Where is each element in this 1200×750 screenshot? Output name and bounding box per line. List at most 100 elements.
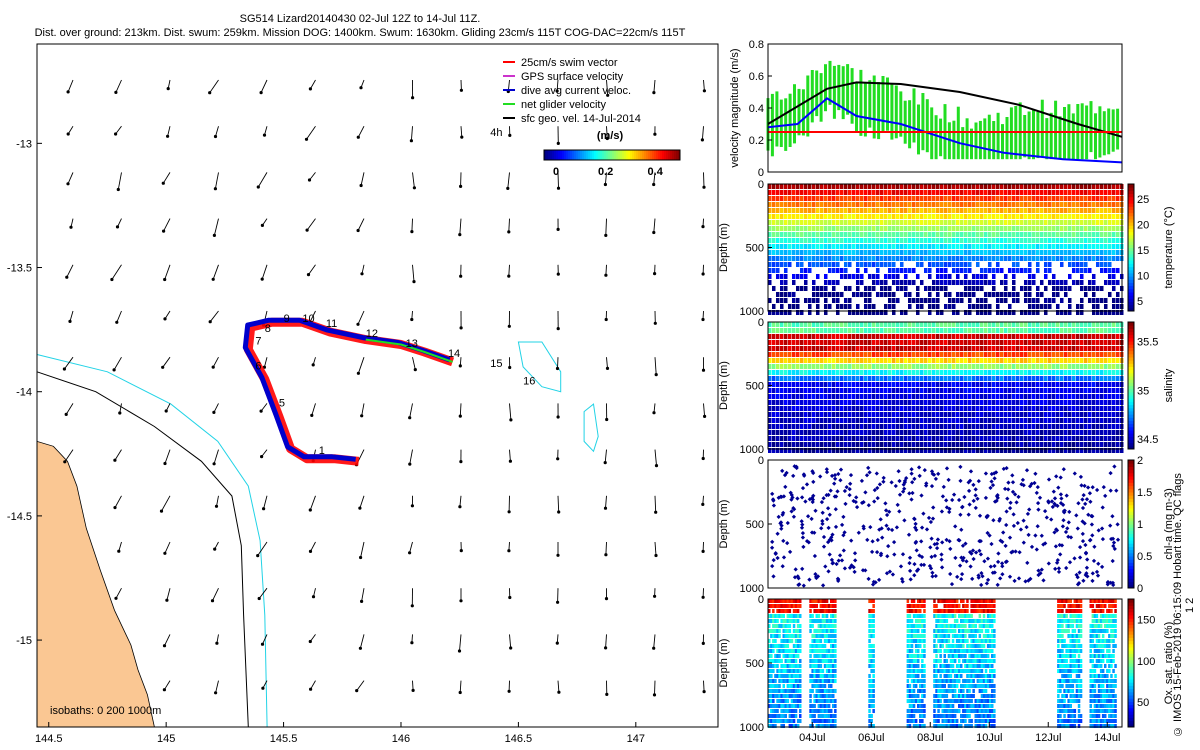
temp-profile-cell <box>1044 304 1048 309</box>
sal-profile-cell <box>952 334 956 339</box>
sal-profile-cell <box>936 364 940 369</box>
temp-profile-cell <box>1040 190 1044 195</box>
sal-profile-cell <box>952 388 956 393</box>
temp-profile-cell <box>940 232 944 237</box>
sal-profile-cell <box>944 322 948 327</box>
chla-sample-point <box>848 473 854 478</box>
chla-sample-point <box>872 499 877 504</box>
sal-profile-cell <box>768 400 772 405</box>
temp-profile-cell <box>808 220 812 225</box>
temp-profile-cell <box>916 256 920 261</box>
sal-profile-cell <box>1028 424 1032 429</box>
chla-sample-point <box>908 577 913 582</box>
sal-colorbar-cell <box>1128 369 1134 374</box>
temp-profile-cell <box>932 232 936 237</box>
temp-profile-cell <box>932 280 936 285</box>
temp-profile-cell <box>944 190 948 195</box>
temp-profile-cell <box>972 274 976 279</box>
sal-profile-cell <box>1048 346 1052 351</box>
temp-profile-cell <box>1068 184 1072 189</box>
sal-profile-cell <box>860 370 864 375</box>
chla-sample-point <box>996 551 1001 556</box>
sal-profile-cell <box>1088 418 1092 423</box>
sal-profile-cell <box>1100 328 1104 333</box>
temp-profile-cell <box>908 250 912 255</box>
temp-profile-cell <box>972 208 976 213</box>
temp-profile-cell <box>820 262 824 267</box>
temp-profile-cell <box>800 268 804 273</box>
sal-profile-cell <box>832 430 836 435</box>
sal-profile-cell <box>888 442 892 447</box>
sal-profile-cell <box>876 448 880 453</box>
temp-profile-cell <box>1060 226 1064 231</box>
temp-profile-cell <box>880 310 884 315</box>
temp-profile-cell <box>948 208 952 213</box>
temp-profile-cell <box>772 196 776 201</box>
sal-profile-cell <box>1028 370 1032 375</box>
sal-profile-cell <box>1080 400 1084 405</box>
temp-profile-cell <box>1032 238 1036 243</box>
sal-profile-cell <box>1000 352 1004 357</box>
sal-profile-cell <box>840 388 844 393</box>
temp-profile-cell <box>896 190 900 195</box>
geo-velocity-arrowhead <box>652 411 656 415</box>
sal-profile-cell <box>880 334 884 339</box>
sal-profile-cell <box>1088 406 1092 411</box>
chla-sample-point <box>959 576 964 582</box>
sal-colorbar-cell <box>1128 433 1134 437</box>
geo-velocity-arrow <box>606 357 608 369</box>
temp-profile-cell <box>900 280 904 285</box>
temp-profile-cell <box>1004 196 1008 201</box>
sal-profile-cell <box>964 322 968 327</box>
sal-profile-cell <box>1072 334 1076 339</box>
sal-profile-cell <box>1064 406 1068 411</box>
chla-sample-point <box>853 499 858 505</box>
geo-velocity-arrowhead <box>355 689 359 693</box>
temp-profile-cell <box>1016 262 1020 267</box>
sal-profile-cell <box>988 352 992 357</box>
temp-profile-cell <box>844 244 848 249</box>
temp-profile-cell <box>1092 190 1096 195</box>
sal-profile-cell <box>852 418 856 423</box>
sal-profile-cell <box>812 436 816 441</box>
temp-profile-cell <box>1092 280 1096 285</box>
sal-profile-cell <box>1016 382 1020 387</box>
temp-profile-cell <box>992 190 996 195</box>
sal-profile-cell <box>1068 370 1072 375</box>
sal-colorbar-cell <box>1128 385 1134 390</box>
sal-profile-cell <box>1096 406 1100 411</box>
temp-profile-cell <box>780 250 784 255</box>
sal-profile-cell <box>832 382 836 387</box>
sal-profile-cell <box>928 340 932 345</box>
sal-profile-cell <box>1088 430 1092 435</box>
temp-profile-cell <box>772 190 776 195</box>
sal-profile-cell <box>872 406 876 411</box>
sal-profile-cell <box>944 370 948 375</box>
sal-profile-cell <box>896 382 900 387</box>
temp-profile-cell <box>900 310 904 315</box>
sal-profile-cell <box>1008 424 1012 429</box>
temp-profile-cell <box>840 226 844 231</box>
chla-sample-point <box>871 579 876 585</box>
temp-profile-cell <box>1068 304 1072 309</box>
temp-profile-cell <box>1088 298 1092 303</box>
temp-profile-cell <box>1068 202 1072 207</box>
sal-profile-cell <box>1088 424 1092 429</box>
sal-colorbar-cell <box>1128 360 1134 364</box>
sal-profile-cell <box>1116 346 1120 351</box>
sal-profile-cell <box>992 442 996 447</box>
sal-profile-cell <box>984 322 988 327</box>
chla-sample-point <box>1058 475 1063 480</box>
temp-profile-cell <box>1048 304 1052 309</box>
chla-sample-point <box>866 465 871 471</box>
temp-profile-cell <box>1108 214 1112 219</box>
track-day-label: 11 <box>326 318 337 330</box>
geo-velocity-arrowhead <box>213 134 218 139</box>
temp-profile-cell <box>940 268 944 273</box>
geo-velocity-arrow <box>459 403 462 417</box>
temp-profile-cell <box>1112 184 1116 189</box>
temp-profile-cell <box>928 274 932 279</box>
chla-sample-point <box>1101 484 1106 490</box>
sal-profile-cell <box>1092 412 1096 417</box>
sal-profile-cell <box>924 334 928 339</box>
